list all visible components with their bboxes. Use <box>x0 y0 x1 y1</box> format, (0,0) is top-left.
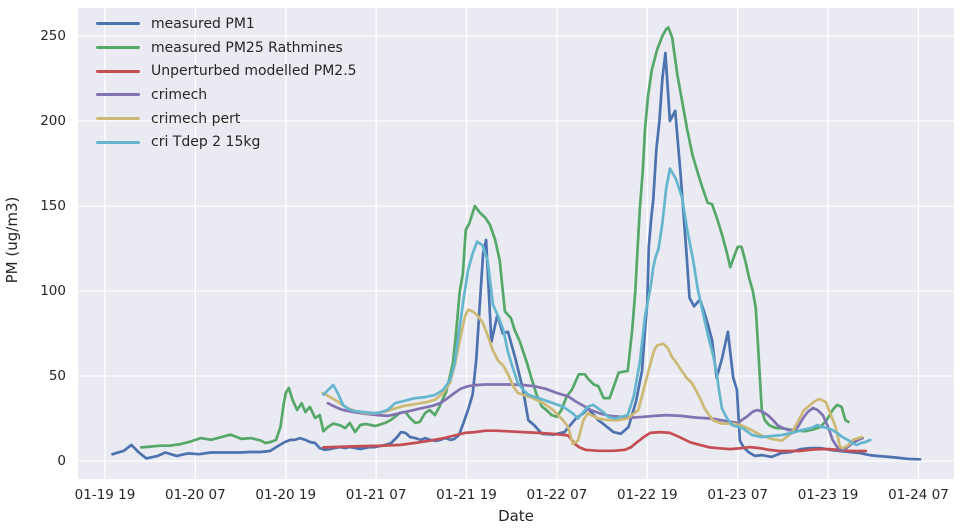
x-tick-label: 01-23 07 <box>707 487 769 503</box>
legend-line-swatch <box>96 46 140 50</box>
legend-line-swatch <box>96 93 140 97</box>
series-line-crimech-pert <box>321 308 864 450</box>
y-tick-label: 200 <box>40 113 66 129</box>
legend-item: cri Tdep 2 15kg <box>96 130 357 154</box>
gridlines <box>78 8 954 479</box>
legend: measured PM1 measured PM25 Rathmines Unp… <box>96 12 357 154</box>
legend-label: crimech pert <box>151 110 241 127</box>
legend-item: measured PM25 Rathmines <box>96 36 357 60</box>
legend-line-swatch <box>96 140 140 144</box>
x-axis-label: Date <box>498 507 534 525</box>
series-line-unperturbed-modelled-pm2-5 <box>322 429 868 453</box>
legend-label: measured PM25 Rathmines <box>151 39 343 56</box>
series-line-measured-pm1 <box>111 51 922 461</box>
y-tick-label: 50 <box>48 368 66 384</box>
legend-item: measured PM1 <box>96 12 357 36</box>
y-tick-label: 250 <box>40 28 66 44</box>
x-tick-label: 01-21 19 <box>436 487 497 503</box>
x-tick-label: 01-23 19 <box>797 487 859 503</box>
y-tick-label: 150 <box>40 198 66 214</box>
legend-label: cri Tdep 2 15kg <box>151 134 261 151</box>
y-tick-label: 100 <box>40 283 66 299</box>
legend-label: Unperturbed modelled PM2.5 <box>151 63 357 80</box>
legend-item: Unperturbed modelled PM2.5 <box>96 59 357 83</box>
series-line-measured-pm25-rathmines <box>139 26 850 449</box>
x-tick-label: 01-20 19 <box>255 487 317 503</box>
series-line-cri-tdep-2-15kg <box>322 167 872 447</box>
x-tick-label: 01-24 07 <box>888 487 949 503</box>
x-tick-label: 01-19 19 <box>74 487 136 503</box>
legend-label: crimech <box>151 86 208 103</box>
legend-item: crimech <box>96 83 357 107</box>
legend-label: measured PM1 <box>151 15 255 32</box>
plot-area <box>78 8 954 479</box>
x-tick-label: 01-21 07 <box>345 487 407 503</box>
legend-line-swatch <box>96 22 140 26</box>
plot-background <box>78 8 954 479</box>
legend-line-swatch <box>96 117 140 121</box>
legend-line-swatch <box>96 69 140 73</box>
legend-item: crimech pert <box>96 107 357 131</box>
x-tick-label: 01-22 19 <box>616 487 678 503</box>
y-tick-label: 0 <box>57 453 66 469</box>
x-tick-label: 01-22 07 <box>526 487 588 503</box>
x-tick-label: 01-20 07 <box>165 487 226 503</box>
